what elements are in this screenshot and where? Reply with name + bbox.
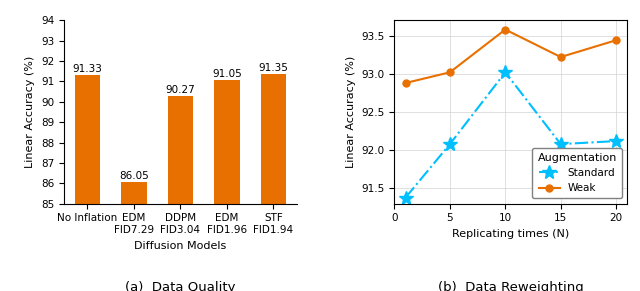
Line: Weak: Weak (402, 26, 620, 86)
Bar (260, 74, 286, 291)
Weak (612, 38, 620, 42)
Bar (121, 182, 147, 291)
Legend: Standard, Weak: Standard, Weak (532, 148, 622, 198)
Y-axis label: Linear Accuracy (%): Linear Accuracy (%) (346, 56, 356, 168)
Text: (a)  Data Quality: (a) Data Quality (125, 281, 236, 291)
Weak (446, 71, 454, 74)
Text: 91.33: 91.33 (72, 64, 102, 74)
Bar (168, 96, 193, 291)
Text: 90.27: 90.27 (166, 85, 195, 95)
Bar (214, 81, 239, 291)
Text: (b)  Data Reweighting: (b) Data Reweighting (438, 281, 584, 291)
Weak (402, 81, 410, 85)
Standard (557, 142, 564, 146)
Weak (502, 28, 509, 31)
Standard (612, 139, 620, 143)
Text: 86.05: 86.05 (119, 171, 148, 181)
Text: 91.35: 91.35 (259, 63, 288, 73)
Standard (502, 71, 509, 74)
Line: Standard: Standard (399, 65, 623, 205)
Y-axis label: Linear Accuracy (%): Linear Accuracy (%) (26, 56, 35, 168)
X-axis label: Diffusion Models: Diffusion Models (134, 241, 227, 251)
Standard (402, 196, 410, 199)
Weak (557, 55, 564, 59)
Bar (75, 75, 100, 291)
Standard (446, 142, 454, 146)
Text: 91.05: 91.05 (212, 70, 242, 79)
X-axis label: Replicating times (N): Replicating times (N) (452, 229, 570, 239)
